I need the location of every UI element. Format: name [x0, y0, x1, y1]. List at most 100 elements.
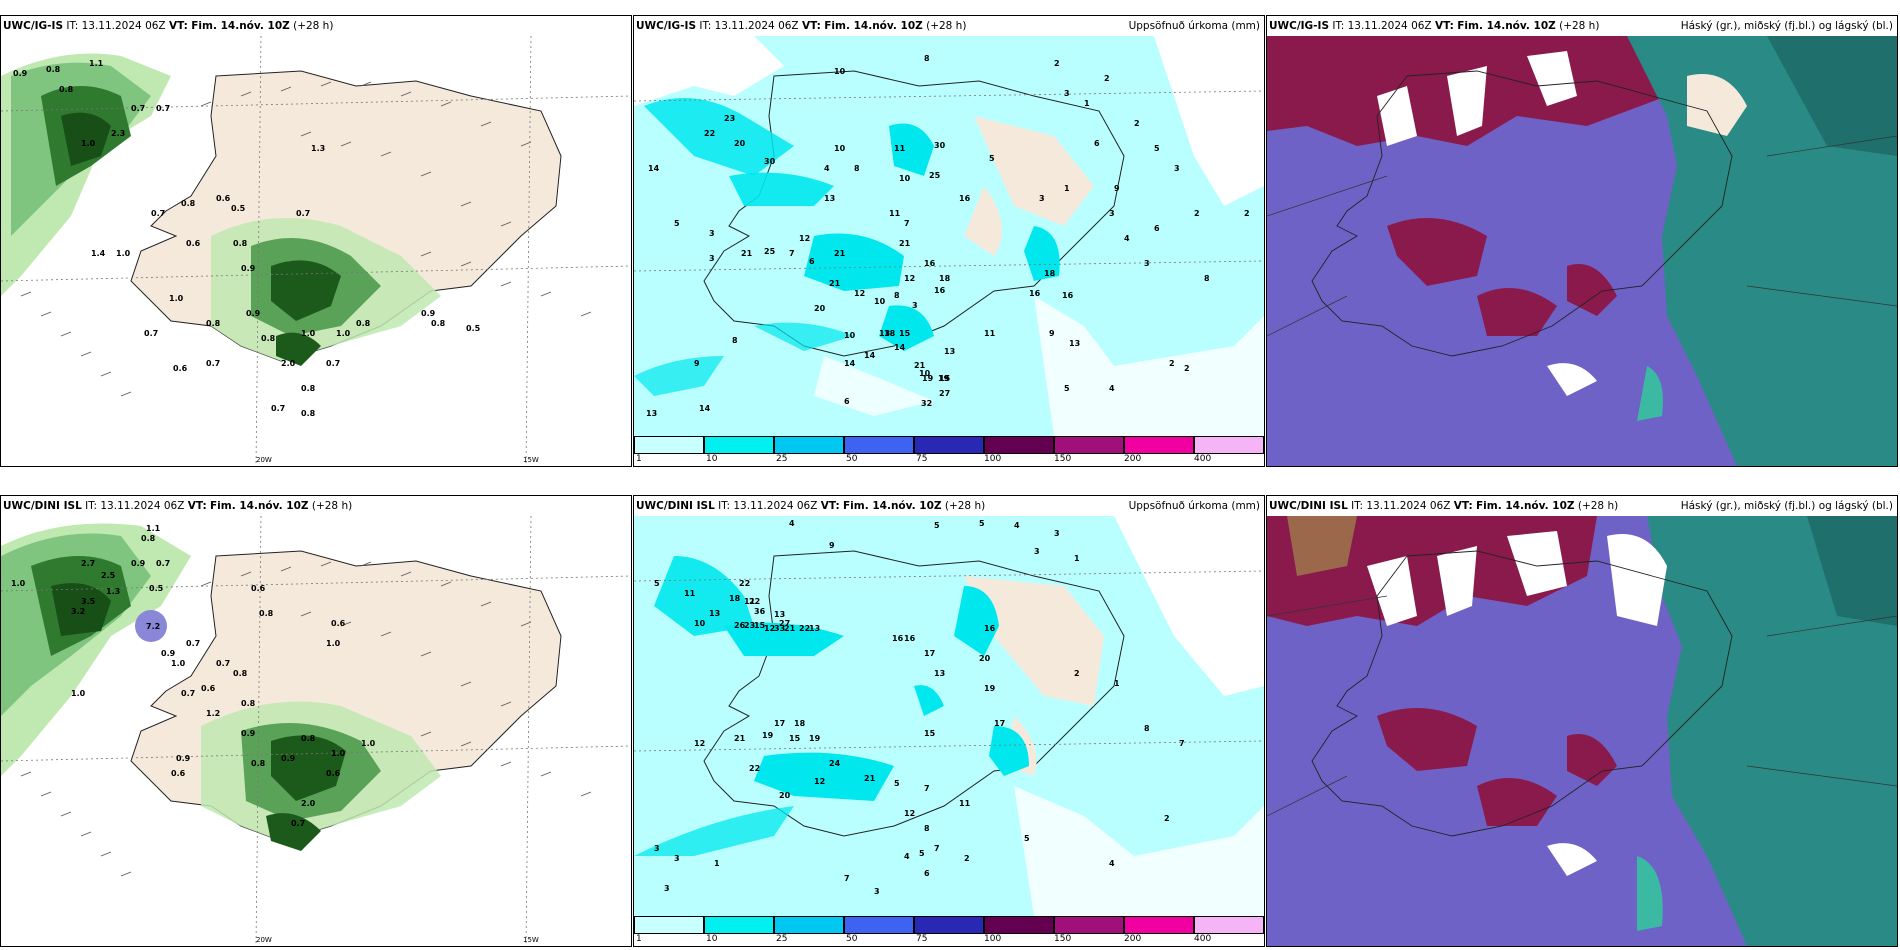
- map-value-label: 7: [934, 844, 940, 853]
- map-value-label: 13: [809, 624, 820, 633]
- colorbar-swatch: [1124, 916, 1194, 934]
- init-time: 13.11.2024 06Z: [81, 20, 166, 32]
- map-value-label: 16: [959, 194, 971, 203]
- map-value-label: 2: [1169, 359, 1175, 368]
- init-time: 13.11.2024 06Z: [1347, 20, 1432, 32]
- map-value-label: 21: [914, 361, 926, 370]
- map-value-label: 1.0: [326, 639, 341, 648]
- map-value-label: 18: [1044, 269, 1056, 278]
- map-value-label: 13: [646, 409, 657, 418]
- map-value-label: 0.6: [326, 769, 341, 778]
- map-value-label: 8: [1144, 724, 1150, 733]
- lon-label-20w: 20W: [256, 936, 272, 944]
- map-value-label: 16: [1029, 289, 1041, 298]
- map-value-label: 0.9: [13, 69, 28, 78]
- panel-title: Háský (gr.), miðský (fj.bl.) og lágský (…: [1680, 20, 1893, 32]
- map-value-label: 19: [922, 374, 934, 383]
- map-value-label: 9: [1114, 184, 1120, 193]
- map-value-label: 0.7: [291, 819, 305, 828]
- map-value-label: 4: [904, 852, 910, 861]
- map-value-label: 13: [709, 609, 720, 618]
- model-name: UWC/DINI ISL: [3, 500, 82, 512]
- map-value-label: 2.0: [281, 359, 296, 368]
- map-value-label: 0.8: [356, 319, 371, 328]
- map-value-label: 23: [744, 621, 755, 630]
- precip-colorbar: 1 10 25 50 75 100 150 200 400: [634, 436, 1264, 466]
- colorbar-swatch: [704, 436, 774, 454]
- map-value-label: 18: [939, 274, 951, 283]
- colorbar-tick: 100: [984, 454, 1002, 464]
- map-value-label: 1.0: [361, 739, 376, 748]
- map-value-label: 19: [809, 734, 821, 743]
- map-value-label: 13: [774, 610, 785, 619]
- map-value-label: 8: [924, 54, 930, 63]
- colorbar-tick: 50: [846, 454, 858, 464]
- lon-label-20w: 20W: [256, 456, 272, 464]
- map-value-label: 15: [899, 329, 911, 338]
- map-value-label: 2: [1054, 59, 1060, 68]
- map-value-label: 0.6: [201, 684, 216, 693]
- colorbar-tick: 150: [1054, 934, 1072, 944]
- map-value-label: 0.8: [181, 199, 196, 208]
- map-value-label: 11: [889, 209, 901, 218]
- colorbar-swatch: [984, 436, 1054, 454]
- colorbar-tick: 50: [846, 934, 858, 944]
- map-value-label: 0.6: [171, 769, 186, 778]
- map-value-label: 0.8: [233, 669, 248, 678]
- map-value-label: 3: [1054, 529, 1060, 538]
- row1-wind-panel: UWC/IG-IS IT: 13.11.2024 06Z VT: Fim. 14…: [0, 15, 632, 467]
- map-value-label: 0.7: [131, 104, 145, 113]
- map-value-label: 14: [844, 359, 856, 368]
- lead-time: (+28 h): [311, 500, 353, 512]
- panel-header: UWC/DINI ISL IT: 13.11.2024 06Z VT: Fim.…: [634, 496, 1264, 516]
- map-value-label: 21: [829, 279, 841, 288]
- map-value-label: 1.0: [301, 329, 316, 338]
- colorbar-swatch: [704, 916, 774, 934]
- colorbar-swatch: [634, 436, 704, 454]
- map-value-label: 17: [994, 719, 1005, 728]
- map-value-label: 3: [912, 301, 918, 310]
- map-value-label: 0.8: [206, 319, 221, 328]
- map-value-label: 19: [984, 684, 996, 693]
- map-value-label: 27: [939, 389, 950, 398]
- map-value-label: 0.8: [241, 699, 256, 708]
- map-value-label: 2: [1104, 74, 1110, 83]
- map-value-label: 21: [734, 734, 746, 743]
- map-value-label: 2: [1074, 669, 1080, 678]
- map-value-label: 10: [874, 297, 886, 306]
- valid-time: Fim. 14.nóv. 10Z: [843, 500, 942, 512]
- map-value-label: 4: [824, 164, 830, 173]
- map-value-label: 4: [1109, 859, 1115, 868]
- map-value-label: 0.8: [46, 65, 61, 74]
- map-value-label: 0.5: [466, 324, 481, 333]
- colorbar-swatch: [914, 916, 984, 934]
- map-value-label: 1: [1064, 184, 1070, 193]
- map-value-label: 21: [784, 624, 796, 633]
- map-value-label: 16: [924, 259, 936, 268]
- map-value-label: 1.0: [169, 294, 184, 303]
- colorbar-tick: 10: [706, 454, 718, 464]
- map-value-label: 13: [944, 347, 955, 356]
- init-time: 13.11.2024 06Z: [1366, 500, 1451, 512]
- row1-cloud-panel: UWC/IG-IS IT: 13.11.2024 06Z VT: Fim. 14…: [1266, 15, 1898, 467]
- map-value-label: 12: [904, 274, 915, 283]
- map-value-label: 6: [1094, 139, 1100, 148]
- map-value-label: 13: [934, 669, 945, 678]
- map-value-label: 0.9: [176, 754, 191, 763]
- map-value-label: 1.0: [116, 249, 131, 258]
- map-value-label: 7.2: [146, 622, 160, 631]
- map-value-label: 13: [1069, 339, 1080, 348]
- map-value-label: 5: [674, 219, 680, 228]
- map-value-label: 2: [1184, 364, 1190, 373]
- map-value-label: 1.0: [71, 689, 86, 698]
- map-value-label: 3: [1109, 209, 1115, 218]
- precip-map: 8 10 2 2 3 1 2 6 5 14 23 22 20 30 10 4 3…: [634, 36, 1264, 466]
- map-value-label: 2: [1244, 209, 1250, 218]
- map-value-label: 1: [1114, 679, 1120, 688]
- map-value-label: 15: [789, 734, 801, 743]
- map-value-label: 22: [704, 129, 715, 138]
- map-value-label: 0.8: [59, 85, 74, 94]
- map-value-label: 3.5: [81, 597, 96, 606]
- colorbar-swatch: [1054, 436, 1124, 454]
- map-value-label: 1.0: [331, 749, 346, 758]
